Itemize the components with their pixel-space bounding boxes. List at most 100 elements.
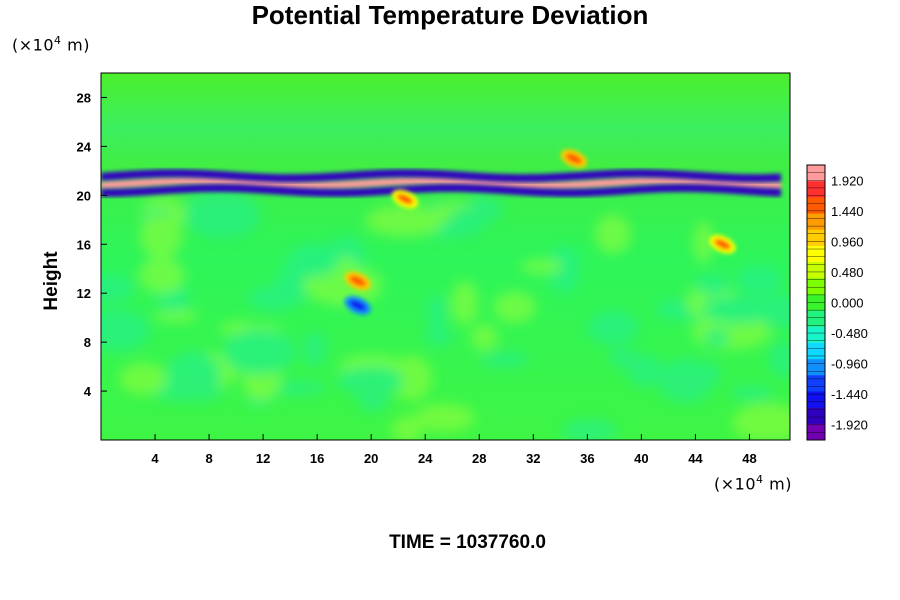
y-tick-label: 12: [77, 286, 91, 301]
texture-patch: [101, 274, 134, 303]
colorbar-label: -1.440: [831, 387, 868, 402]
colorbar-swatch: [807, 229, 825, 247]
plot-frame: [100, 72, 791, 441]
y-axis-ticks: 4 8 12 16 20 24 28: [77, 90, 107, 399]
y-tick-label: 8: [84, 335, 91, 350]
x-tick-label: 4: [151, 451, 159, 466]
texture-patch: [693, 221, 714, 264]
texture-patch: [470, 324, 499, 351]
colorbar-swatch: [807, 391, 825, 408]
heatmap-band: [101, 169, 781, 183]
x-tick-label: 40: [634, 451, 648, 466]
colorbar-label: -1.920: [831, 418, 868, 433]
y-axis-unit: (×104 m): [12, 34, 90, 55]
texture-patch: [594, 214, 632, 255]
texture-patch: [425, 325, 453, 347]
texture-patch: [730, 385, 776, 401]
colorbar-label: 0.960: [831, 234, 864, 249]
colorbar-label: 1.440: [831, 204, 864, 219]
colorbar-label: 0.480: [831, 265, 864, 280]
y-tick-label: 4: [84, 384, 92, 399]
plot-area: [101, 73, 790, 440]
texture-patch: [520, 259, 563, 274]
colorbar-swatch: [807, 278, 825, 295]
colorbar-swatch: [807, 165, 825, 182]
texture-patch: [704, 328, 730, 347]
colorbar-swatch: [807, 262, 825, 279]
colorbar-swatch: [807, 181, 825, 198]
colorbar-label: 0.000: [831, 296, 864, 311]
colorbar-swatch: [807, 423, 825, 441]
field-texture: [101, 191, 790, 440]
texture-patch: [267, 380, 327, 396]
texture-patch: [426, 294, 447, 329]
x-tick-label: 32: [526, 451, 540, 466]
texture-patch: [735, 265, 783, 295]
texture-patch: [449, 206, 498, 225]
heatmap-blob: [344, 296, 371, 315]
texture-patch: [391, 355, 433, 401]
texture-patch: [451, 280, 479, 326]
y-tick-label: 20: [77, 188, 91, 203]
y-tick-label: 16: [77, 237, 91, 252]
heatmap-blob: [344, 271, 371, 291]
texture-patch: [658, 358, 713, 404]
x-tick-label: 28: [472, 451, 486, 466]
texture-patch: [627, 354, 664, 388]
x-tick-label: 16: [310, 451, 324, 466]
texture-patch: [119, 362, 167, 395]
texture-patch: [695, 274, 731, 296]
colorbar-swatch: [807, 213, 825, 231]
colorbar-swatch: [807, 342, 825, 360]
colorbar-frame: [806, 164, 826, 441]
colorbar-swatch: [807, 245, 825, 263]
colorbar-swatch: [807, 197, 825, 214]
x-axis-unit: (×104 m): [714, 473, 792, 494]
heatmap-band: [101, 183, 781, 197]
x-tick-label: 48: [742, 451, 756, 466]
texture-patch: [561, 418, 618, 440]
texture-patch: [288, 244, 340, 277]
x-tick-label: 8: [205, 451, 212, 466]
texture-patch: [587, 310, 639, 345]
colorbar-swatch: [807, 407, 825, 425]
heatmap-blob: [709, 234, 736, 254]
y-tick-label: 24: [77, 139, 92, 154]
colorbar-label: -0.960: [831, 357, 868, 372]
texture-patch: [391, 415, 423, 440]
texture-patch: [365, 204, 444, 237]
colorbar-swatch: [807, 359, 825, 376]
x-tick-label: 12: [256, 451, 270, 466]
chart-title: Potential Temperature Deviation: [251, 0, 649, 30]
x-tick-label: 44: [688, 451, 703, 466]
texture-patch: [768, 340, 790, 378]
texture-patch: [302, 331, 327, 367]
colorbar-label: 1.920: [831, 173, 864, 188]
colorbar-label: -0.480: [831, 326, 868, 341]
texture-patch: [153, 310, 199, 323]
texture-patch: [702, 295, 774, 324]
texture-patch: [480, 351, 530, 368]
texture-patch: [337, 365, 405, 396]
texture-patch: [101, 309, 151, 352]
texture-patch: [222, 328, 297, 375]
heatmap-blob: [391, 189, 419, 209]
heatmap-features: [101, 149, 781, 315]
colorbar: 1.920 1.440 0.960 0.480 0.000 -0.480 -0.960 -1.…: [806, 164, 868, 441]
x-axis-ticks: 4 8 12 16 20 24 28 32 36 40 44 48: [151, 434, 757, 466]
texture-patch: [493, 291, 536, 323]
x-tick-label: 20: [364, 451, 378, 466]
texture-patch: [139, 213, 183, 260]
heatmap-blob: [560, 149, 587, 168]
x-tick-label: 36: [580, 451, 594, 466]
texture-patch: [185, 195, 244, 211]
texture-patch: [276, 265, 311, 304]
colorbar-swatch: [807, 310, 825, 328]
x-tick-label: 24: [418, 451, 433, 466]
texture-patch: [548, 245, 580, 294]
y-tick-label: 28: [77, 90, 91, 105]
texture-patch: [165, 351, 221, 398]
texture-patch: [732, 403, 790, 440]
texture-patch: [138, 257, 185, 294]
